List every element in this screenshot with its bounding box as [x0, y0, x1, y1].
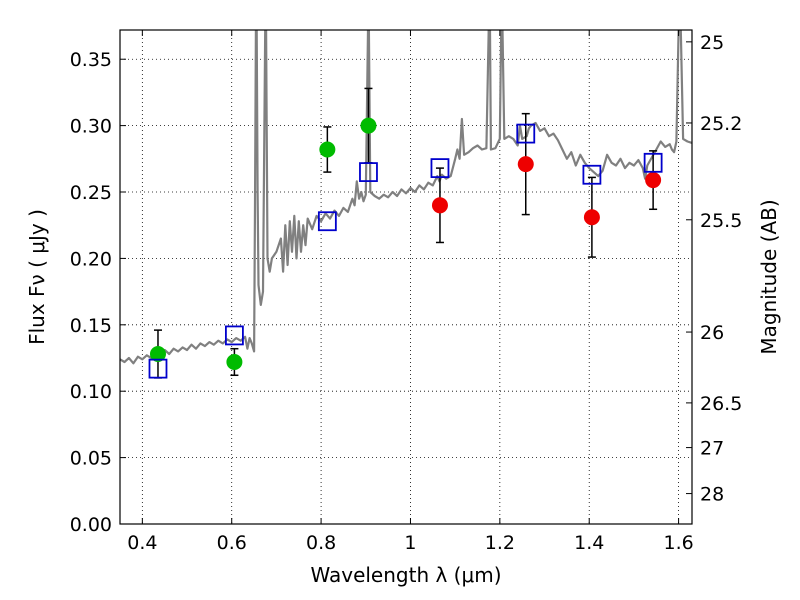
x-tick-label: 1.4 [574, 532, 604, 554]
mag-tick-label: 27 [700, 438, 724, 460]
plot-area [120, 30, 692, 379]
red-data-point [645, 172, 662, 189]
x-tick-label: 1.2 [485, 532, 515, 554]
blue-square-marker [359, 162, 378, 182]
x-tick-label: 1 [404, 532, 416, 554]
x-tick-label: 0.6 [217, 532, 247, 554]
red-data-point [431, 197, 448, 214]
x-axis-label: Wavelength λ (μm) [310, 563, 501, 587]
y-tick-label: 0.20 [70, 248, 112, 270]
blue-square-marker [516, 123, 536, 144]
mag-tick-label: 25.2 [700, 113, 742, 135]
mag-tick-label: 28 [700, 484, 724, 506]
blue-square-marker [430, 158, 450, 179]
red-data-point [583, 209, 600, 226]
plot-background [120, 30, 692, 524]
y-tick-label: 0.30 [70, 116, 112, 138]
y-tick-label: 0.00 [70, 514, 112, 536]
x-tick-label: 0.4 [127, 532, 157, 554]
blue-square-marker [643, 152, 663, 173]
green-data-point [360, 117, 377, 134]
green-data-point [149, 346, 166, 363]
x-tick-label: 1.6 [663, 532, 693, 554]
green-data-point [319, 141, 336, 158]
y-tick-label: 0.10 [70, 381, 112, 403]
y-tick-label: 0.25 [70, 182, 112, 204]
blue-square-marker [317, 211, 337, 232]
x-tick-label: 0.8 [306, 532, 336, 554]
mag-tick-label: 26.5 [700, 393, 742, 415]
y-tick-label: 0.15 [70, 315, 112, 337]
blue-square-marker [148, 358, 168, 379]
green-data-point [226, 353, 243, 370]
y-tick-label: 0.05 [70, 448, 112, 470]
mag-tick-label: 25.5 [700, 210, 742, 232]
mag-tick-label: 25 [700, 32, 724, 54]
axis-ticks: 0.4 0.6 0.8 1 1.2 1.4 1.6 0.00 0.05 0.10 0.15 0.20 0… [70, 30, 742, 554]
blue-square-marker [582, 164, 602, 185]
mag-tick-label: 26 [700, 322, 724, 344]
spectrum-line [120, 30, 692, 365]
y-axis-label: Flux Fν ( μJy ) [25, 209, 49, 345]
blue-square-marker [224, 325, 244, 346]
y-tick-label: 0.35 [70, 49, 112, 71]
red-data-point [517, 156, 534, 173]
y2-axis-label: Magnitude (AB) [757, 199, 781, 354]
plot-frame [119, 29, 693, 525]
